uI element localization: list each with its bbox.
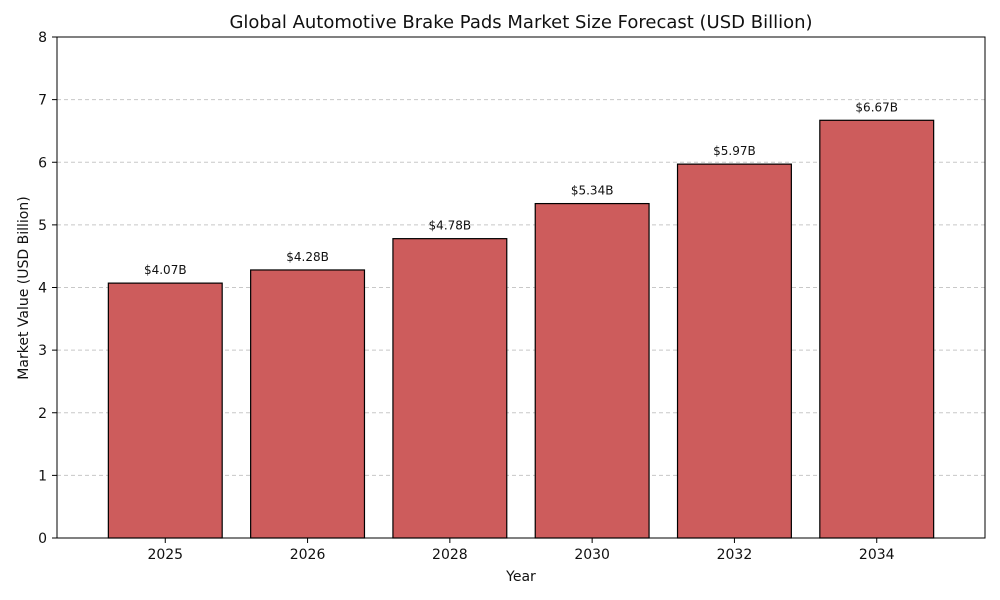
bar-2030 [534, 202, 650, 539]
y-tick-label: 4 [38, 281, 47, 297]
x-axis-ticks: 2025 2026 2028 2030 2032 2034 [147, 538, 895, 563]
y-axis-label: Market Value (USD Billion) [16, 196, 32, 379]
chart-title: Global Automotive Brake Pads Market Size… [229, 12, 812, 33]
y-axis-ticks: 0 1 2 3 4 5 6 7 8 [38, 30, 57, 547]
y-tick-label: 2 [38, 406, 47, 422]
bar-2025 [107, 282, 223, 539]
x-tick-label-2026: 2026 [290, 547, 326, 563]
y-tick-label: 0 [38, 531, 47, 547]
bar-2028 [392, 238, 508, 539]
bar-2034 [819, 119, 935, 539]
x-tick-label-2030: 2030 [574, 547, 610, 563]
x-tick-label-2028: 2028 [432, 547, 468, 563]
bars [107, 119, 935, 539]
data-label-2025: $4.07B [144, 263, 187, 277]
bar-2032 [676, 163, 792, 539]
data-label-2034: $6.67B [855, 100, 898, 114]
x-tick-label-2034: 2034 [859, 547, 895, 563]
y-tick-label: 1 [38, 468, 47, 484]
data-labels: $4.07B $4.28B $4.78B $5.34B $5.97B $6.67B [144, 100, 898, 277]
y-tick-label: 8 [38, 30, 47, 46]
y-tick-label: 7 [38, 93, 47, 109]
y-tick-label: 6 [38, 155, 47, 171]
x-tick-label-2032: 2032 [717, 547, 753, 563]
data-label-2026: $4.28B [286, 250, 329, 264]
bar-2026 [250, 269, 366, 539]
y-tick-label: 5 [38, 218, 47, 234]
data-label-2030: $5.34B [571, 184, 614, 198]
x-axis-label: Year [505, 569, 536, 585]
data-label-2028: $4.78B [429, 219, 472, 233]
x-tick-label-2025: 2025 [147, 547, 183, 563]
y-tick-label: 3 [38, 343, 47, 359]
data-label-2032: $5.97B [713, 144, 756, 158]
